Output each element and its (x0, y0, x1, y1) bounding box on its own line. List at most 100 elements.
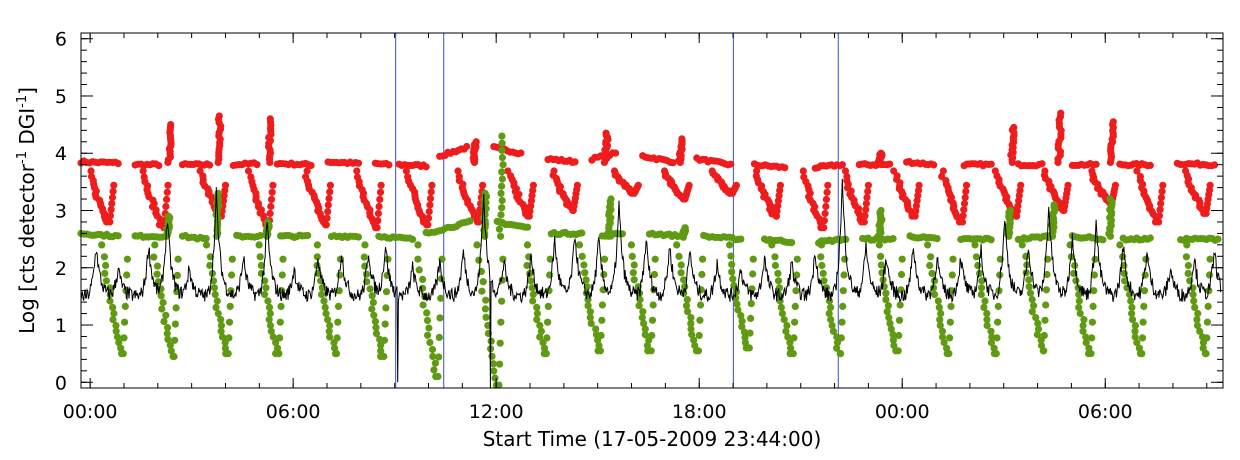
data-point (1034, 319, 1042, 327)
data-point (628, 252, 636, 260)
data-point (936, 321, 944, 330)
data-point (889, 331, 897, 339)
data-point (1120, 269, 1128, 277)
data-point (361, 241, 369, 249)
data-point (213, 297, 221, 305)
data-point (527, 197, 536, 205)
data-point (171, 336, 179, 344)
data-point (1042, 286, 1050, 294)
data-point (102, 277, 110, 285)
data-point (1214, 235, 1222, 243)
data-point (573, 181, 582, 189)
data-point (586, 308, 594, 316)
data-point (543, 334, 551, 342)
data-point (1079, 321, 1087, 330)
data-point (426, 201, 434, 209)
data-point (727, 252, 735, 260)
data-point (1155, 218, 1163, 226)
data-point (1159, 181, 1167, 189)
data-point (353, 167, 361, 175)
data-point (377, 347, 385, 355)
data-point (640, 319, 648, 327)
data-point (992, 350, 1000, 358)
data-point (109, 303, 117, 311)
data-point (882, 296, 890, 304)
data-point (819, 269, 827, 277)
data-point (321, 303, 329, 311)
data-point (684, 308, 692, 316)
data-point (1190, 297, 1198, 305)
y-axis-title: Log [cts detector-1 DGI-1] (15, 87, 39, 334)
data-point (1131, 333, 1139, 341)
data-point (782, 327, 790, 335)
data-point (113, 333, 122, 341)
data-point (583, 283, 591, 291)
data-point (166, 341, 174, 349)
data-point (1076, 309, 1084, 318)
data-point (139, 167, 147, 175)
data-point (643, 341, 652, 350)
data-point (1157, 193, 1165, 202)
data-point (228, 255, 236, 263)
data-point (326, 321, 334, 330)
data-point (680, 276, 688, 284)
data-point (734, 306, 742, 314)
data-point (841, 255, 849, 263)
data-point (498, 182, 506, 190)
data-point (1050, 201, 1058, 209)
data-point (368, 292, 376, 300)
data-point (946, 334, 954, 342)
data-point (1040, 347, 1048, 355)
data-point (172, 304, 180, 312)
data-point (612, 149, 620, 157)
data-point (937, 309, 945, 318)
y-axis-title-sup2: -1 (15, 95, 30, 108)
data-point (544, 318, 552, 326)
data-point (647, 347, 655, 355)
y-tick-label: 5 (55, 86, 67, 108)
data-point (202, 235, 210, 243)
data-point (326, 188, 334, 196)
data-point (930, 277, 939, 285)
data-point (318, 284, 326, 292)
data-point (171, 320, 179, 328)
data-point (746, 329, 754, 337)
data-point (740, 328, 749, 336)
data-point (323, 214, 331, 222)
data-point (875, 241, 884, 249)
data-point (996, 271, 1004, 279)
data-point (862, 200, 871, 208)
data-point (108, 193, 117, 202)
data-point (1135, 344, 1143, 352)
data-point (698, 270, 706, 279)
data-point (119, 350, 127, 358)
data-point (261, 277, 269, 285)
data-point (581, 269, 589, 277)
x-tick-label: 06:00 (1078, 401, 1133, 423)
data-point (382, 288, 391, 296)
data-point (427, 188, 435, 196)
data-point (747, 300, 755, 308)
x-tick-label: 06:00 (266, 401, 321, 423)
data-point (745, 344, 753, 352)
data-point (153, 270, 161, 278)
data-point (596, 347, 605, 355)
data-point (833, 344, 841, 352)
data-point (108, 200, 116, 208)
x-axis-ticks: 00:00 06:00 12:00 18:00 00:00 06:00 (63, 33, 1208, 423)
data-point (1193, 321, 1202, 330)
data-point (894, 347, 902, 355)
data-point (256, 232, 264, 240)
data-point (1158, 187, 1166, 195)
data-point (123, 255, 131, 263)
data-point (107, 206, 115, 214)
data-point (791, 302, 799, 310)
data-point (933, 235, 941, 243)
data-point (641, 325, 649, 333)
data-point (488, 352, 496, 360)
data-point (928, 269, 936, 277)
data-point (824, 181, 832, 189)
y-tick-label: 3 (55, 201, 67, 223)
data-point (607, 195, 615, 203)
data-point (334, 318, 342, 326)
